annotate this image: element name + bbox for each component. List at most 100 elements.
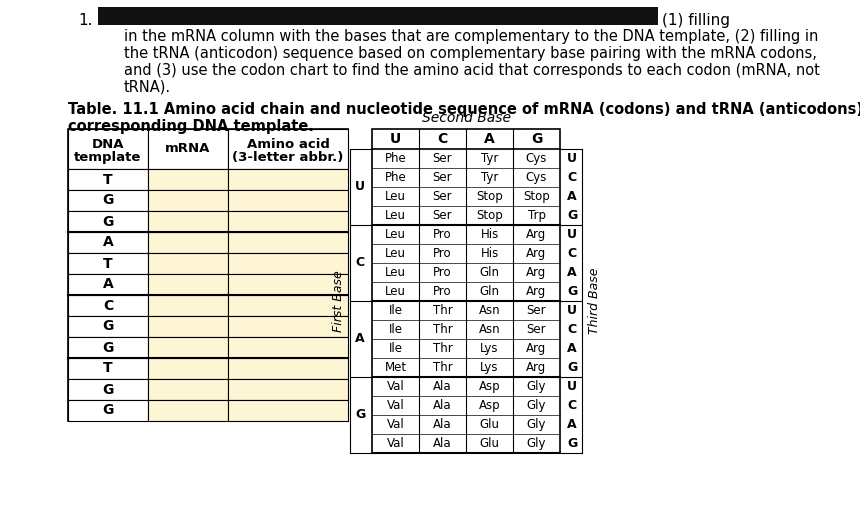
Text: Pro: Pro xyxy=(433,247,452,260)
Text: Ser: Ser xyxy=(433,190,452,203)
Text: G: G xyxy=(102,382,114,396)
Text: DNA: DNA xyxy=(92,138,124,152)
Text: C: C xyxy=(438,132,447,146)
Text: Ala: Ala xyxy=(433,418,452,431)
Bar xyxy=(228,253,348,274)
Text: Pro: Pro xyxy=(433,266,452,279)
Text: Pro: Pro xyxy=(433,228,452,241)
Text: G: G xyxy=(102,403,114,417)
Text: C: C xyxy=(103,299,114,313)
Bar xyxy=(228,190,348,211)
Text: G: G xyxy=(531,132,542,146)
Text: Leu: Leu xyxy=(385,285,406,298)
Text: (3-letter abbr.): (3-letter abbr.) xyxy=(232,151,344,163)
Text: corresponding DNA template.: corresponding DNA template. xyxy=(68,119,314,134)
Text: A: A xyxy=(568,190,577,203)
Text: U: U xyxy=(355,180,365,193)
Text: A: A xyxy=(568,342,577,355)
Text: C: C xyxy=(568,323,576,336)
Bar xyxy=(228,232,348,253)
Text: Cys: Cys xyxy=(525,152,547,165)
Text: U: U xyxy=(567,152,577,165)
Text: Gln: Gln xyxy=(480,285,500,298)
Text: His: His xyxy=(481,247,499,260)
Text: A: A xyxy=(102,278,114,291)
Text: Ser: Ser xyxy=(526,304,546,317)
Text: G: G xyxy=(102,214,114,229)
Text: A: A xyxy=(102,235,114,249)
Bar xyxy=(148,295,228,316)
Bar xyxy=(228,274,348,295)
Text: Arg: Arg xyxy=(526,247,547,260)
Bar xyxy=(228,295,348,316)
Bar xyxy=(228,400,348,421)
Text: Table. 11.1 Amino acid chain and nucleotide sequence of mRNA (codons) and tRNA (: Table. 11.1 Amino acid chain and nucleot… xyxy=(68,102,860,117)
Text: U: U xyxy=(567,228,577,241)
Text: (1) filling: (1) filling xyxy=(662,13,730,28)
Bar xyxy=(68,337,148,358)
Bar xyxy=(148,316,228,337)
Text: U: U xyxy=(567,304,577,317)
Text: Thr: Thr xyxy=(433,342,452,355)
Text: Gly: Gly xyxy=(526,380,546,393)
Bar xyxy=(148,274,228,295)
Text: Trp: Trp xyxy=(527,209,545,222)
Text: Val: Val xyxy=(387,380,404,393)
Text: Leu: Leu xyxy=(385,266,406,279)
Text: Ser: Ser xyxy=(433,152,452,165)
Text: Glu: Glu xyxy=(480,418,500,431)
Text: the tRNA (anticodon) sequence based on complementary base pairing with the mRNA : the tRNA (anticodon) sequence based on c… xyxy=(124,46,817,61)
Text: Phe: Phe xyxy=(384,171,407,184)
Text: G: G xyxy=(567,285,577,298)
Text: Asp: Asp xyxy=(479,399,501,412)
Bar xyxy=(148,190,228,211)
Text: First Base: First Base xyxy=(331,270,345,332)
Text: Leu: Leu xyxy=(385,209,406,222)
Bar xyxy=(228,316,348,337)
Text: Ile: Ile xyxy=(389,304,402,317)
Text: Lys: Lys xyxy=(480,342,499,355)
Text: Phe: Phe xyxy=(384,152,407,165)
Bar xyxy=(68,232,148,253)
Text: Leu: Leu xyxy=(385,247,406,260)
Text: Met: Met xyxy=(384,361,407,374)
Text: Asn: Asn xyxy=(479,323,501,336)
Text: Stop: Stop xyxy=(476,209,503,222)
Bar xyxy=(148,211,228,232)
Text: template: template xyxy=(74,151,142,163)
Text: Arg: Arg xyxy=(526,228,547,241)
Text: G: G xyxy=(102,193,114,208)
Bar xyxy=(148,253,228,274)
Text: Asp: Asp xyxy=(479,380,501,393)
Bar xyxy=(228,337,348,358)
Bar xyxy=(68,169,148,190)
Bar xyxy=(228,379,348,400)
Text: Ala: Ala xyxy=(433,399,452,412)
Text: A: A xyxy=(568,266,577,279)
Text: Arg: Arg xyxy=(526,285,547,298)
Bar xyxy=(68,129,148,169)
Bar xyxy=(228,169,348,190)
Text: His: His xyxy=(481,228,499,241)
Text: Tyr: Tyr xyxy=(481,171,498,184)
Text: Ser: Ser xyxy=(433,171,452,184)
Text: mRNA: mRNA xyxy=(165,142,211,156)
Text: Ala: Ala xyxy=(433,380,452,393)
Bar xyxy=(68,316,148,337)
Text: Glu: Glu xyxy=(480,437,500,450)
Bar xyxy=(148,379,228,400)
Text: Stop: Stop xyxy=(476,190,503,203)
Text: Ile: Ile xyxy=(389,342,402,355)
Bar xyxy=(228,358,348,379)
Text: in the mRNA column with the bases that are complementary to the DNA template, (2: in the mRNA column with the bases that a… xyxy=(124,29,819,44)
Text: Val: Val xyxy=(387,437,404,450)
Bar xyxy=(228,211,348,232)
Text: Gly: Gly xyxy=(526,418,546,431)
Text: Ser: Ser xyxy=(526,323,546,336)
Bar xyxy=(68,129,348,421)
Bar xyxy=(98,7,658,25)
Text: C: C xyxy=(355,256,365,269)
Bar xyxy=(148,169,228,190)
Text: Pro: Pro xyxy=(433,285,452,298)
Bar xyxy=(228,129,348,169)
